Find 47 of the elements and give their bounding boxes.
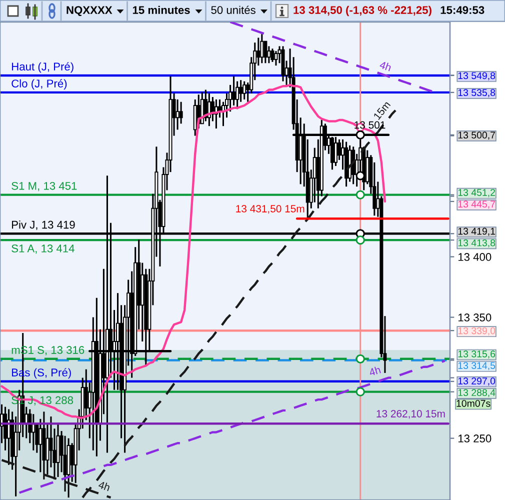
- y-tick-label: 13 500,7: [458, 132, 495, 140]
- candlestick: [38, 418, 42, 473]
- ref-line-label: S1 M, 13 451: [12, 182, 77, 192]
- y-tick-label: 13 535,8: [458, 89, 496, 98]
- y-tick-label: 13 297,0: [458, 378, 496, 386]
- series-label: 13 501: [354, 121, 386, 129]
- text: 10m07s: [456, 400, 490, 407]
- candlestick: [264, 40, 268, 64]
- text: 15 minutes: [132, 6, 190, 14]
- y-tick-label: 13 288,4: [458, 389, 496, 398]
- ref-line-label: S1 A, 13 414: [12, 244, 74, 254]
- candlestick: [232, 76, 236, 106]
- candlestick: [242, 80, 246, 100]
- text: 15:49:53: [440, 6, 484, 14]
- text: 13 314,50 (-1,63 % -221,25): [294, 6, 432, 16]
- ref-line-label: Haut (J, Pré): [12, 62, 74, 73]
- y-tick-label: 13 314,5: [458, 362, 496, 370]
- y-tick-label: 13 350: [458, 314, 492, 322]
- y-tick-label: 13 400: [458, 253, 492, 261]
- candlestick: [256, 36, 260, 66]
- y-tick-label: 13 419,1: [458, 228, 496, 236]
- text: 4h: [379, 60, 392, 72]
- y-tick-label: 13 413,8: [458, 239, 496, 248]
- y-tick-label: 13 339,0: [458, 327, 496, 336]
- ref-line-label: Piv J, 13 419: [12, 220, 75, 230]
- candlestick: [236, 80, 240, 110]
- candlestick: [63, 435, 67, 492]
- candlestick: [7, 408, 11, 466]
- candlestick: [260, 33, 264, 64]
- candlestick: [274, 50, 278, 66]
- y-tick-label: 13 315,6: [458, 350, 496, 359]
- y-tick-label: 13 445,7: [458, 200, 495, 209]
- text: 4h: [368, 366, 381, 376]
- text: NQXXXX: [66, 6, 112, 16]
- candlestick: [270, 48, 274, 63]
- series-label: 13 431,50 15m: [236, 205, 304, 214]
- candlestick: [239, 79, 243, 103]
- y-tick-label: 13 250: [458, 434, 492, 442]
- text: 50 unités: [211, 6, 256, 14]
- y-tick-label: 13 549,8: [458, 72, 496, 80]
- text: 4h: [98, 480, 110, 492]
- candlestick: [179, 101, 183, 124]
- y-tick-label: 13 451,2: [458, 189, 495, 198]
- series-label: 13 262,10 15m: [376, 410, 445, 419]
- candlestick: [176, 98, 180, 130]
- ref-line-label: Clo (J, Pré): [12, 79, 67, 90]
- candlestick: [267, 45, 271, 64]
